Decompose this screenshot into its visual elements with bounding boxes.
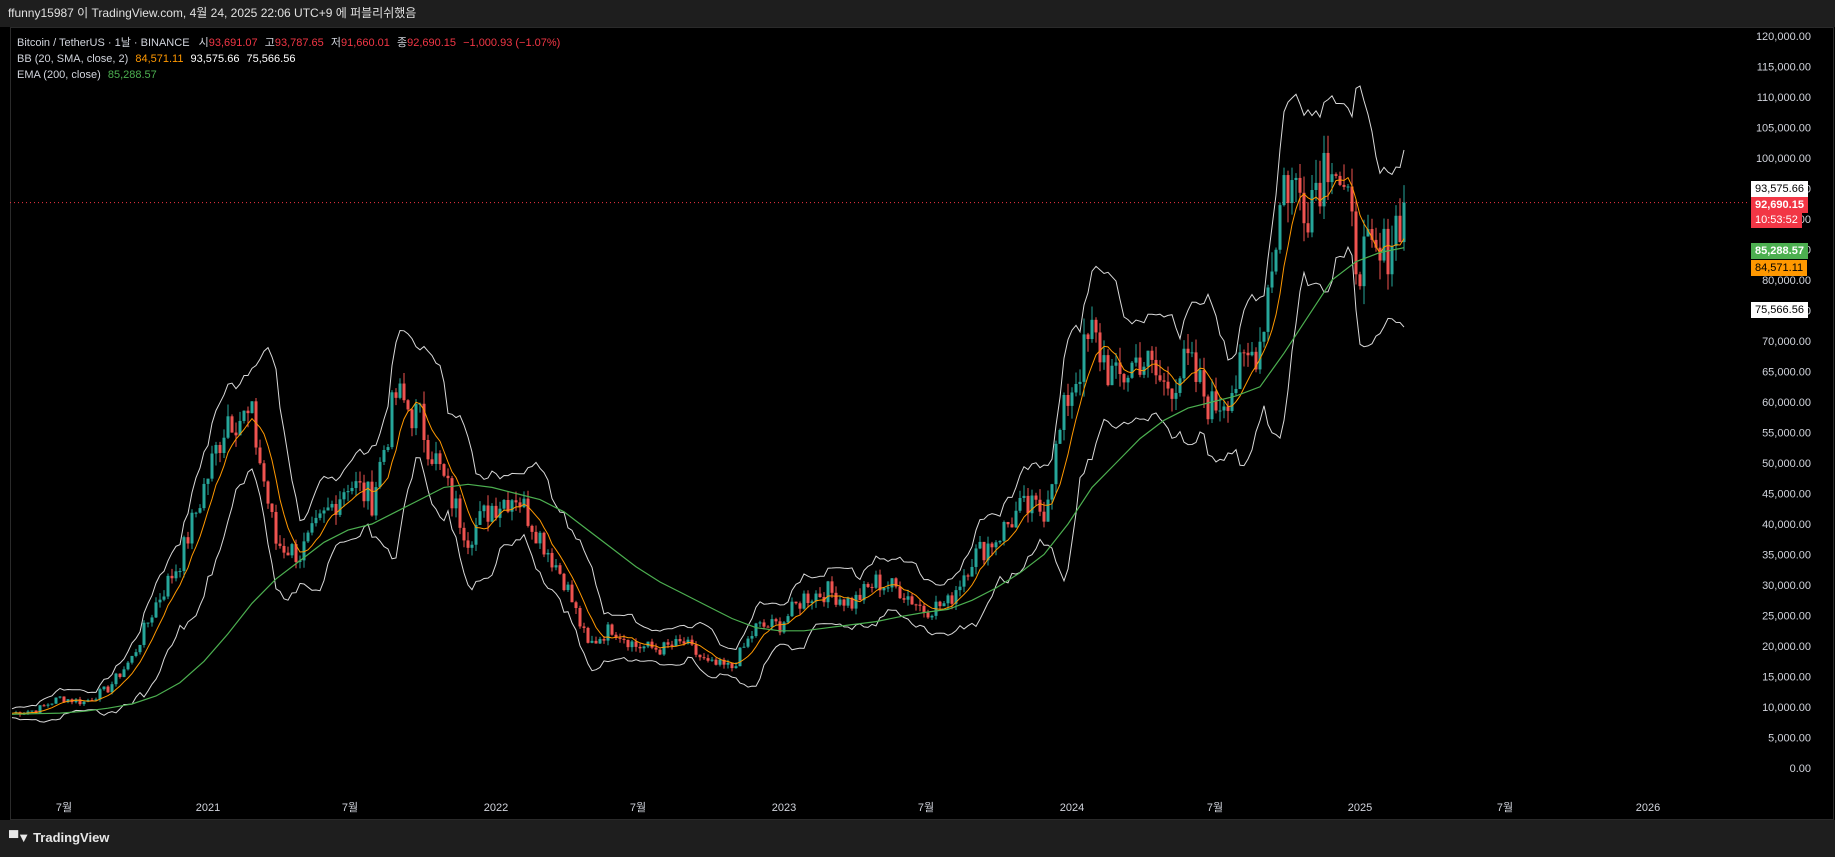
low-label: 저	[330, 37, 341, 49]
bb-basis-value: 84,571.11	[135, 53, 184, 65]
tradingview-brand-text: TradingView	[33, 830, 110, 845]
symbol-title[interactable]: Bitcoin / TetherUS · 1날 · BINANCE	[17, 37, 190, 49]
open-value: 93,691.07	[208, 37, 258, 49]
countdown-tag: 10:53:52	[1751, 212, 1802, 228]
bb-indicator-label[interactable]: BB (20, SMA, close, 2)	[17, 53, 129, 65]
bb-upper-value: 93,575.66	[190, 53, 240, 65]
ema-indicator-label[interactable]: EMA (200, close)	[17, 69, 101, 81]
tradingview-logo[interactable]: ▀▼ TradingView	[9, 830, 109, 845]
footer-bar	[0, 820, 1835, 857]
bb-basis-price-tag: 84,571.11	[1751, 260, 1808, 276]
ema-price-tag: 85,288.57	[1751, 243, 1808, 259]
ema-value: 85,288.57	[107, 69, 157, 81]
bb-lower-price-tag: 75,566.56	[1751, 302, 1808, 318]
close-value: 92,690.15	[407, 37, 457, 49]
legend-symbol-row: Bitcoin / TetherUS · 1날 · BINANCE 시93,69…	[17, 35, 560, 51]
low-value: 91,660.01	[340, 37, 390, 49]
bb-lower-value: 75,566.56	[246, 53, 296, 65]
legend-ema-row[interactable]: EMA (200, close) 85,288.57	[17, 67, 560, 83]
high-value: 93,787.65	[274, 37, 324, 49]
publish-header: ffunny15987 이 TradingView.com, 4월 24, 20…	[0, 0, 1835, 27]
last-price-tag: 92,690.15	[1751, 197, 1808, 213]
open-label: 시	[198, 37, 209, 49]
change-value: −1,000.93 (−1.07%)	[463, 37, 561, 49]
chart-legend: Bitcoin / TetherUS · 1날 · BINANCE 시93,69…	[17, 35, 560, 83]
tradingview-logo-icon: ▀▼	[9, 830, 30, 845]
bb-upper-price-tag: 93,575.66	[1751, 181, 1808, 197]
legend-bb-row[interactable]: BB (20, SMA, close, 2) 84,571.11 93,575.…	[17, 51, 560, 67]
high-label: 고	[264, 37, 275, 49]
chart-frame	[10, 27, 1834, 820]
close-label: 종	[396, 37, 408, 49]
